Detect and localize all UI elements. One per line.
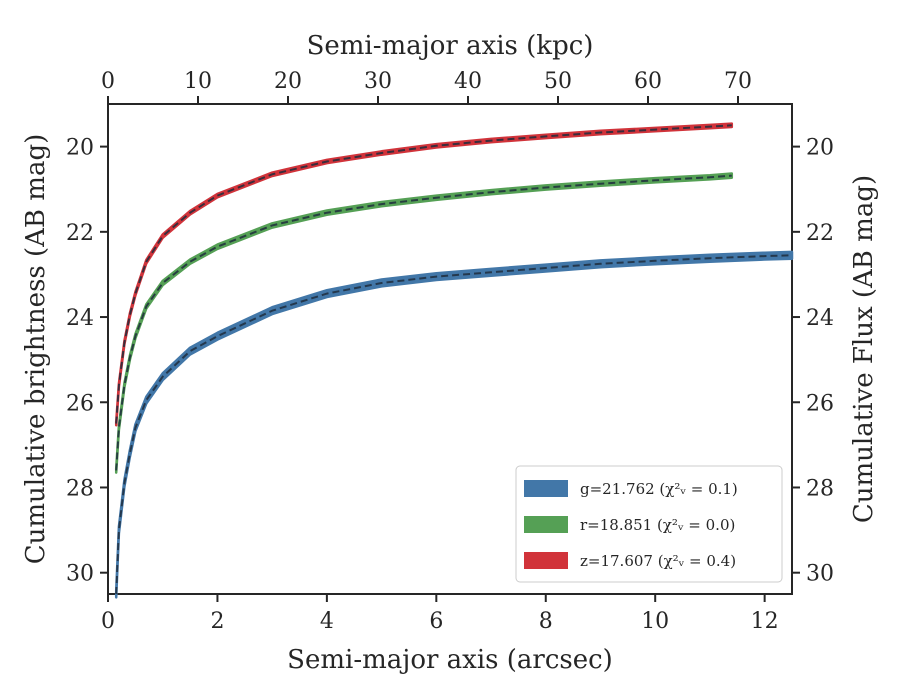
legend-swatch-r: [524, 516, 568, 533]
x-top-tick-label: 60: [634, 69, 662, 94]
y-tick-label: 24: [66, 306, 94, 331]
legend-box: [515, 465, 783, 583]
x-top-tick-label: 30: [364, 69, 392, 94]
x-tick-label: 0: [101, 609, 115, 634]
y-axis-title: Cumulative brightness (AB mag): [21, 134, 51, 565]
x-top-tick-label: 50: [544, 69, 572, 94]
series-bands: [114, 122, 794, 599]
legend-label-z: z=17.607 (χ²ᵥ = 0.4): [580, 552, 736, 570]
x-axis-bottom: 0 2 4 6 8 10 12: [101, 594, 779, 634]
x-axis-top-title: Semi-major axis (kpc): [307, 31, 594, 61]
model-line-r: [115, 174, 732, 471]
x-tick-label: 8: [539, 609, 553, 634]
y-tick-label: 20: [66, 136, 94, 161]
y-tick-label: 30: [66, 562, 94, 587]
x-tick-label: 6: [429, 609, 443, 634]
series-band-z: [114, 122, 734, 427]
legend-label-g: g=21.762 (χ²ᵥ = 0.1): [580, 480, 738, 498]
legend-swatch-g: [524, 480, 568, 497]
y-axis-right: 20 22 24 26 28 30: [792, 136, 834, 587]
y-axis-right-title: Cumulative Flux (AB mag): [849, 175, 879, 523]
x-top-tick-label: 10: [184, 69, 212, 94]
x-tick-label: 2: [210, 609, 224, 634]
legend-label-r: r=18.851 (χ²ᵥ = 0.0): [580, 516, 735, 534]
x-tick-label: 10: [641, 609, 669, 634]
plot-frame: [107, 103, 793, 595]
x-top-tick-label: 20: [274, 69, 302, 94]
y-right-tick-label: 22: [806, 221, 834, 246]
y-right-tick-label: 28: [806, 476, 834, 501]
x-tick-label: 4: [320, 609, 334, 634]
legend: g=21.762 (χ²ᵥ = 0.1) r=18.851 (χ²ᵥ = 0.0)…: [515, 465, 783, 583]
x-axis-title: Semi-major axis (arcsec): [287, 645, 613, 675]
y-tick-label: 26: [66, 391, 94, 416]
y-right-tick-label: 20: [806, 136, 834, 161]
x-top-tick-label: 0: [101, 69, 115, 94]
y-tick-label: 22: [66, 221, 94, 246]
legend-swatch-z: [524, 552, 568, 569]
y-right-tick-label: 26: [806, 391, 834, 416]
y-tick-label: 28: [66, 476, 94, 501]
y-axis-left: 20 22 24 26 28 30: [66, 136, 108, 587]
x-top-tick-label: 70: [724, 69, 752, 94]
x-top-tick-label: 40: [454, 69, 482, 94]
x-axis-top: 0 10 20 30 40 50 60 70: [101, 69, 752, 104]
y-right-tick-label: 30: [806, 562, 834, 587]
model-line-z: [115, 124, 732, 424]
series-band-g: [114, 250, 794, 599]
x-tick-label: 12: [751, 609, 779, 634]
model-lines: [115, 124, 793, 595]
series-band-r: [114, 172, 734, 474]
model-line-g: [115, 254, 793, 595]
y-right-tick-label: 24: [806, 306, 834, 331]
